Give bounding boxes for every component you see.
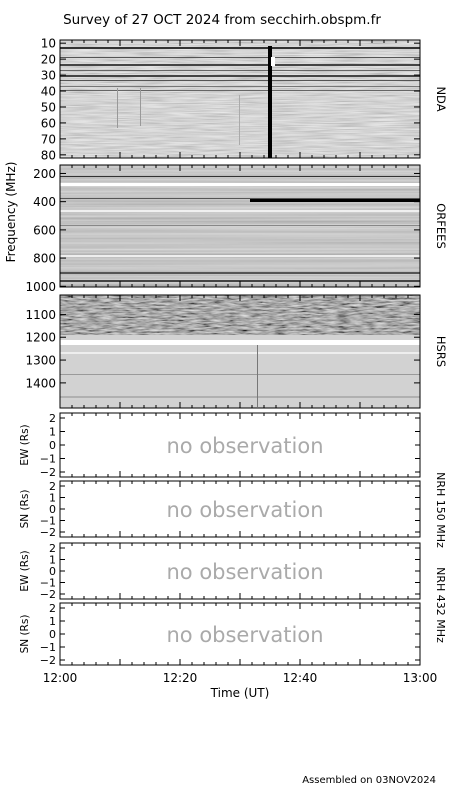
nda-burst-gap: [271, 57, 275, 66]
y-tick-label: 1200: [25, 331, 56, 345]
position-panel-frame: [59, 412, 421, 478]
position-axis-label: SN (Rs): [19, 490, 31, 529]
y-tick-label: 0: [49, 628, 56, 641]
axis-labels: 1020304050607080NDA2004006008001000ORFEE…: [19, 37, 448, 685]
y-tick-label: 2: [49, 412, 56, 425]
chart-title: Survey of 27 OCT 2024 from secchirh.obsp…: [63, 12, 381, 28]
panel-nda: [59, 39, 421, 159]
hsrs-band: [60, 340, 420, 345]
y-tick-label: 200: [33, 167, 56, 181]
y-tick-label: −1: [40, 515, 56, 528]
nda-rfi-band: [60, 47, 420, 49]
hsrs-texture: [60, 295, 420, 335]
frequency-axis-label: Frequency (MHz): [4, 162, 18, 263]
y-tick-label: 60: [41, 116, 56, 130]
y-tick-label: 0: [49, 565, 56, 578]
orfees-band: [60, 255, 420, 257]
nda-rfi-band: [60, 57, 420, 58]
y-tick-label: −2: [40, 466, 56, 479]
nda-rfi-band: [60, 70, 420, 71]
y-tick-label: 1100: [25, 308, 56, 322]
hsrs-trace: [257, 345, 258, 407]
y-tick-label: −2: [40, 654, 56, 667]
y-tick-label: 2: [49, 480, 56, 493]
y-tick-label: 1300: [25, 354, 56, 368]
position-panel-frame: [59, 480, 421, 538]
orfees-band: [60, 225, 420, 226]
nda-rfi-band: [60, 90, 420, 91]
y-tick-label: 1: [49, 615, 56, 628]
nda-faint-trace: [140, 88, 141, 126]
axis-ticks: [59, 40, 421, 666]
instrument-label: NDA: [434, 86, 448, 111]
position-panel-frame: [59, 602, 421, 666]
x-tick-label: 13:00: [403, 671, 438, 685]
hsrs-band: [60, 374, 420, 375]
y-tick-label: 600: [33, 223, 56, 237]
nrh-label-150: NRH 150 MHz: [434, 472, 447, 548]
orfees-band: [60, 176, 420, 177]
y-tick-label: 0: [49, 439, 56, 452]
orfees-band: [250, 199, 420, 202]
y-tick-label: 400: [33, 195, 56, 209]
panel-hsrs: [59, 294, 421, 409]
y-tick-label: 800: [33, 252, 56, 266]
y-tick-label: 80: [41, 148, 56, 162]
panel-orfees: [59, 164, 421, 288]
no-observation-message: no observation: [166, 560, 323, 584]
orfees-band: [60, 272, 420, 274]
no-observation-message: no observation: [166, 498, 323, 522]
x-axis-title: Time (UT): [210, 686, 270, 700]
y-tick-label: −1: [40, 453, 56, 466]
position-axis-label: EW (Rs): [19, 550, 31, 591]
y-tick-label: 10: [41, 37, 56, 51]
position-axis-label: SN (Rs): [19, 615, 31, 654]
y-tick-label: 2: [49, 542, 56, 555]
y-tick-label: 40: [41, 85, 56, 99]
y-tick-label: −2: [40, 526, 56, 539]
nda-rfi-band: [60, 64, 420, 66]
nda-faint-trace: [117, 88, 118, 128]
hsrs-band: [60, 396, 420, 398]
y-tick-label: 30: [41, 69, 56, 83]
y-tick-label: −2: [40, 588, 56, 601]
y-tick-label: 70: [41, 132, 56, 146]
nda-rfi-band: [60, 75, 420, 77]
x-tick-label: 12:20: [163, 671, 198, 685]
orfees-band: [60, 198, 420, 199]
nda-rfi-band: [60, 80, 420, 81]
y-tick-label: 20: [41, 53, 56, 67]
x-tick-label: 12:40: [283, 671, 318, 685]
footer-assembled: Assembled on 03NOV2024: [302, 775, 436, 786]
nrh-label-432: NRH 432 MHz: [434, 567, 447, 643]
nda-rfi-band: [60, 86, 420, 87]
position-axis-label: EW (Rs): [19, 424, 31, 465]
y-tick-label: 50: [41, 100, 56, 114]
y-tick-label: 2: [49, 602, 56, 615]
nda-burst: [268, 46, 272, 158]
y-tick-label: 1000: [25, 280, 56, 294]
y-tick-label: −1: [40, 641, 56, 654]
y-tick-label: 1: [49, 492, 56, 505]
orfees-band: [60, 210, 420, 212]
y-tick-label: 1: [49, 426, 56, 439]
y-tick-label: 1: [49, 554, 56, 567]
instrument-label: ORFEES: [434, 203, 448, 249]
no-observation-message: no observation: [166, 434, 323, 458]
hsrs-band: [60, 352, 420, 354]
nda-faint-trace: [239, 95, 240, 145]
y-tick-label: 0: [49, 503, 56, 516]
y-tick-label: −1: [40, 577, 56, 590]
x-tick-label: 12:00: [43, 671, 78, 685]
no-observation-message: no observation: [166, 623, 323, 647]
instrument-label: HSRS: [434, 336, 448, 367]
y-tick-label: 1400: [25, 376, 56, 390]
orfees-band: [60, 183, 420, 186]
